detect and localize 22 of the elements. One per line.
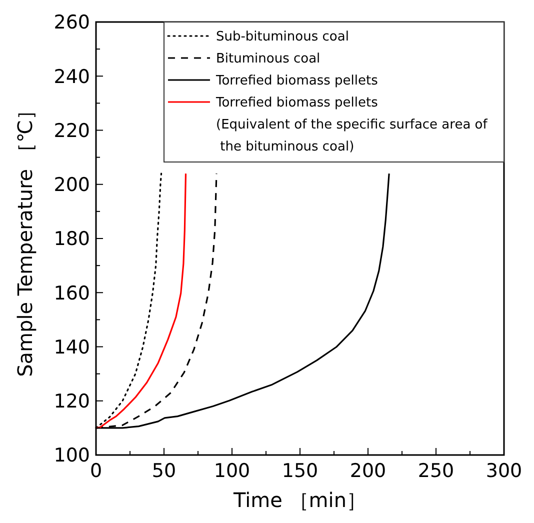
legend-label: Torrefied biomass pellets (Equivalent of the specific surface area of the bituminous coal) <box>215 96 488 155</box>
y-axis-title: Sample Temperature ［℃］ <box>13 100 37 377</box>
y-tick-label: 260 <box>54 12 90 34</box>
y-tick-label: 160 <box>54 282 90 304</box>
x-axis-title: Time ［min］ <box>232 488 367 512</box>
y-tick-label: 120 <box>54 390 90 413</box>
x-tick-label: 50 <box>152 460 176 482</box>
x-tick-label: 200 <box>350 460 386 482</box>
x-tick-label: 100 <box>214 460 250 482</box>
y-tick-label: 200 <box>54 174 90 196</box>
x-tick-label: 300 <box>486 460 522 482</box>
y-tick-label: 240 <box>54 66 90 88</box>
x-tick-label: 0 <box>90 460 102 482</box>
legend-label: Bituminous coal <box>216 52 320 67</box>
legend-label: Sub-bituminous coal <box>216 30 349 45</box>
y-tick-label: 140 <box>54 336 90 358</box>
y-tick-label: 220 <box>54 120 90 142</box>
y-tick-label: 100 <box>54 444 90 467</box>
legend-label: Torrefied biomass pellets <box>215 74 378 89</box>
x-tick-label: 150 <box>282 460 318 482</box>
y-tick-label: 180 <box>54 228 90 250</box>
x-tick-label: 250 <box>418 460 454 482</box>
